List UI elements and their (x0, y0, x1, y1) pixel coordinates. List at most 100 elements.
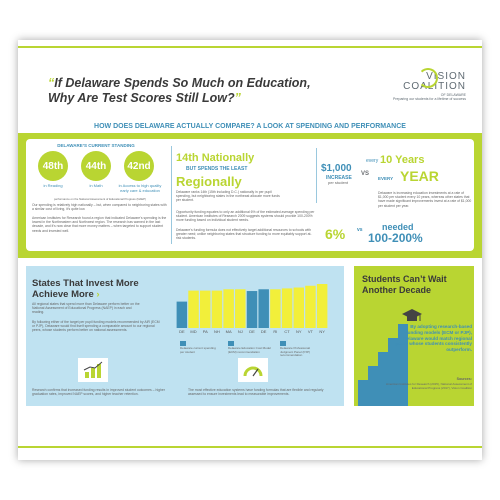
logo-ring-icon (418, 68, 438, 88)
bar-label-5: NJ (238, 329, 243, 334)
reading-label: in Reading (43, 183, 63, 188)
logo-tagline: Preparing our students for a lifetime of… (393, 97, 466, 101)
bar-label-1: MD (190, 329, 196, 334)
logo-line-1: VISION (426, 71, 466, 82)
six-percent: 6% (325, 226, 346, 242)
legend-swatch-current (180, 341, 186, 346)
vision-coalition-logo: VISION COALITION OF DELAWARE Preparing o… (386, 68, 466, 114)
stair-2 (368, 366, 378, 406)
logo-line-2: COALITION (403, 81, 466, 92)
increase-label: INCREASE (326, 175, 352, 181)
headline-line-1: If Delaware Spends So Much on Education, (54, 76, 311, 90)
legend-current: Delaware current spending per student (180, 346, 216, 354)
bar-1 (188, 290, 199, 328)
every-word-1: every (366, 158, 379, 164)
comparison-vs: vs (357, 227, 363, 233)
states-title-line-2: Achieve More (32, 289, 94, 300)
bar-11 (305, 285, 316, 328)
top-rule (18, 46, 482, 48)
bar-2 (199, 290, 211, 328)
rank-nationally: 14th Nationally (176, 152, 254, 164)
bar-label-4: MA (226, 329, 232, 334)
stair-1 (358, 380, 368, 406)
standing-para-2: American Institutes for Research found a… (32, 216, 167, 233)
graduation-cap-icon (402, 309, 422, 321)
early-care-label: in Access to high quality early care & e… (118, 183, 162, 193)
states-title-line-1: States That Invest More (32, 278, 139, 289)
bar-label-3: NH (214, 329, 220, 334)
needed-range: 100-200% (368, 231, 423, 245)
headline-line-2: Why Are Test Scores Still Low? (48, 91, 235, 105)
math-rank: 44th (85, 160, 107, 172)
year-label: YEAR (400, 168, 439, 184)
early-care-rank: 42nd (127, 160, 151, 172)
standing-title: DELAWARE’S CURRENT STANDING (57, 143, 135, 148)
bottom-rule (18, 446, 482, 448)
legend-swatch-pjp (280, 341, 286, 346)
rank-nationally-label: Nationally (201, 152, 255, 164)
rank-value: 14th (176, 152, 199, 164)
bar-6 (246, 291, 258, 328)
sources-label: Sources: (456, 377, 472, 381)
bar-12 (316, 284, 328, 328)
bar-4 (223, 289, 234, 328)
stair-3 (378, 352, 388, 406)
needed-label: needed (382, 222, 414, 232)
poster-content: “If Delaware Spends So Much on Education… (18, 40, 482, 460)
regionally-label: Regionally (176, 174, 242, 189)
gauge-icon (243, 366, 263, 377)
bar-label-12: NY (319, 329, 325, 334)
divider-2 (316, 148, 317, 203)
ten-years: 10 Years (380, 154, 425, 166)
states-panel-title: States That Invest More Achieve More › (32, 278, 139, 300)
close-quote: ” (234, 91, 241, 105)
bar-graph-icon (83, 361, 103, 378)
bar-label-8: RI (273, 329, 277, 334)
every-word-2: EVERY (378, 176, 394, 181)
open-quote: “ (48, 76, 55, 90)
bar-7 (258, 289, 269, 328)
legend-pjp: Delaware Professional Judgment Panel (PJ… (280, 346, 311, 358)
math-label: in Math (89, 183, 103, 188)
bar-5 (235, 289, 246, 328)
spending-bar-chart: DE MD PA NH MA NJ DE DE RI CT NY VT NY (176, 284, 328, 334)
bar-0 (176, 301, 188, 328)
reading-rank-circle: 48th (38, 151, 68, 181)
ranking-para-2: Opportunity funding equates to only an a… (176, 210, 315, 223)
standing-footnote: performance on the National Assessment o… (54, 197, 146, 201)
gauge-icon-box (238, 358, 268, 382)
states-para-2: By following either of the target per pu… (32, 320, 160, 333)
increase-amount: $1,000 (321, 163, 352, 174)
bar-3 (211, 290, 223, 328)
bar-label-6: DE (249, 329, 255, 334)
increase-para: Delaware is increasing education investm… (378, 191, 472, 208)
early-care-rank-circle: 42nd (124, 151, 154, 181)
states-para-4: The most effective education systems hav… (188, 388, 324, 397)
students-title-line-1: Students Can’t Wait (362, 274, 447, 284)
students-title-line-2: Another Decade (362, 285, 432, 295)
bar-label-10: NY (296, 329, 302, 334)
legend-ecm: Delaware Education Cost Model (ECM) reco… (228, 346, 271, 354)
reading-rank: 48th (42, 160, 64, 172)
bar-8 (270, 289, 281, 328)
states-para-3: Research confirms that increased funding… (32, 388, 165, 397)
stair-4 (388, 338, 398, 406)
bar-10 (293, 287, 305, 328)
logo-line-3: OF DELAWARE (440, 93, 466, 97)
students-quote: By adopting research-based funding model… (395, 324, 472, 353)
bar-9 (281, 288, 293, 328)
bar-label-9: CT (284, 329, 290, 334)
graph-icon-box (78, 358, 108, 382)
headline: “If Delaware Spends So Much on Education… (48, 76, 348, 106)
vs-label: VS (361, 171, 370, 177)
math-rank-circle: 44th (81, 151, 111, 181)
bar-label-11: VT (308, 329, 314, 334)
bar-label-7: DE (261, 329, 267, 334)
bar-label-0: DE (179, 329, 185, 334)
bar-label-2: PA (203, 329, 208, 334)
legend-swatch-ecm (228, 341, 234, 346)
ranking-para-3: Delaware’s funding formula does not effe… (176, 228, 312, 241)
ranking-para-1: Delaware ranks 14th (15th including D.C.… (176, 190, 280, 203)
standing-para-1: Our spending is relatively high national… (32, 203, 167, 212)
sources-text: American Institutes for Research (2015),… (385, 382, 472, 391)
